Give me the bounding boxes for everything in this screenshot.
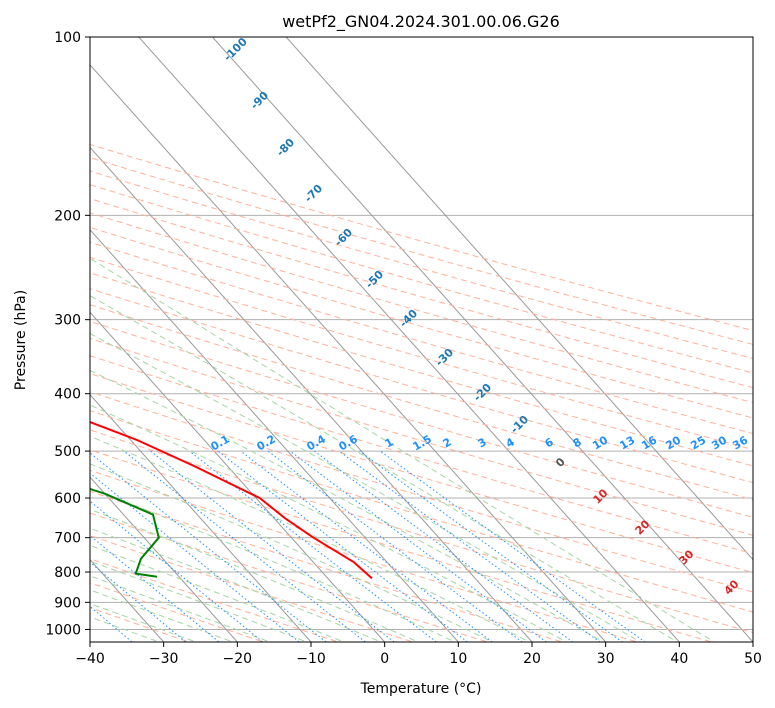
- y-tick-label: 1000: [45, 622, 81, 638]
- dry-adiabat: [90, 469, 639, 642]
- y-tick-label: 800: [54, 565, 81, 581]
- y-axis-title: Pressure (hPa): [13, 290, 29, 390]
- dry-adiabat: [90, 429, 753, 634]
- y-tick-label: 100: [54, 30, 81, 46]
- plot-frame: [89, 36, 754, 643]
- x-tick-label: 30: [597, 651, 615, 667]
- x-tick-label: −40: [75, 651, 105, 667]
- dry-adiabat: [90, 212, 753, 404]
- moist-adiabat: [90, 295, 679, 642]
- isotherm: [90, 146, 533, 642]
- x-tick-label: 40: [670, 651, 688, 667]
- isotherm: [211, 37, 753, 642]
- dry-adiabat: [90, 170, 753, 360]
- dry-adiabat: [90, 512, 490, 642]
- isotherm: [285, 37, 753, 561]
- isotherm: [90, 476, 239, 642]
- temperature-profile: [90, 420, 373, 580]
- mixing-ratio-line: [380, 450, 647, 642]
- mixing-ratio-line: [90, 534, 220, 642]
- y-tick-label: 500: [54, 444, 81, 460]
- mixing-ratio-line: [123, 450, 367, 642]
- dry-adiabat: [90, 241, 753, 435]
- x-tick-label: −20: [223, 651, 253, 667]
- dry-adiabat: [90, 490, 565, 642]
- isotherm: [138, 37, 681, 642]
- isotherm: [90, 229, 460, 642]
- series-layer: [90, 420, 373, 580]
- y-tick-label: 900: [54, 595, 81, 611]
- dry-adiabat: [90, 449, 714, 642]
- x-tick-label: 20: [523, 651, 541, 667]
- y-tick-label: 400: [54, 387, 81, 403]
- mixing-ratio-line: [90, 561, 187, 642]
- moist-adiabat: [90, 589, 235, 642]
- mixing-ratio-lines: [0, 450, 647, 644]
- dry-adiabat: [90, 143, 753, 332]
- y-tick-label: 600: [54, 491, 81, 507]
- x-tick-label: −30: [149, 651, 179, 667]
- mixing-ratio-line: [314, 450, 574, 642]
- x-tick-label: 0: [380, 651, 389, 667]
- mixing-ratio-line: [150, 450, 396, 642]
- y-tick-label: 200: [54, 208, 81, 224]
- moist-adiabat: [90, 333, 642, 642]
- mixing-ratio-line: [0, 451, 85, 644]
- dry-adiabat: [90, 558, 340, 642]
- moist-adiabat: [90, 435, 531, 642]
- x-tick-label: −10: [296, 651, 326, 667]
- mixing-ratio-line: [359, 450, 624, 642]
- mixing-ratio-line: [289, 450, 548, 642]
- dry-adiabat: [90, 320, 753, 518]
- mixing-ratio-line: [267, 450, 523, 642]
- moist-adiabat: [90, 575, 272, 642]
- y-tick-label: 300: [54, 313, 81, 329]
- mixing-ratio-line: [189, 450, 438, 642]
- grid-layer: [90, 37, 753, 642]
- dry-adiabat: [90, 582, 266, 642]
- moist-adiabat: [90, 544, 346, 642]
- moist-adiabat: [90, 463, 494, 642]
- x-tick-label: 50: [744, 651, 762, 667]
- dry-adiabats: [90, 143, 753, 642]
- dry-adiabat: [90, 198, 753, 389]
- moist-adiabat: [90, 404, 568, 642]
- dry-adiabat: [90, 304, 753, 501]
- mixing-ratio-line: [90, 605, 133, 642]
- mixing-ratio-line: [338, 450, 601, 642]
- x-axis-title: Temperature (°C): [360, 681, 482, 697]
- mixing-ratio-line: [90, 500, 264, 642]
- dry-adiabat: [90, 337, 753, 536]
- moist-adiabats: [90, 257, 716, 642]
- x-tick-label: 10: [449, 651, 467, 667]
- isotherm: [90, 64, 607, 642]
- moist-adiabat: [90, 603, 198, 642]
- isotherm: [90, 311, 386, 642]
- moist-adiabat: [90, 560, 309, 642]
- dewpoint-profile: [90, 487, 160, 578]
- plot-background: [90, 37, 753, 642]
- moist-adiabat: [90, 369, 605, 642]
- y-tick-label: 700: [54, 531, 81, 547]
- dry-adiabat: [90, 355, 753, 555]
- chart-title: wetPf2_GN04.2024.301.00.06.G26: [282, 12, 560, 32]
- isotherm: [90, 393, 312, 642]
- dry-adiabat: [90, 272, 753, 467]
- axes-layer: −40 −30 −20 −10 0 10 20 30 40 50 100 200 300 400 500 60…: [45, 30, 762, 667]
- moist-adiabat: [90, 257, 716, 642]
